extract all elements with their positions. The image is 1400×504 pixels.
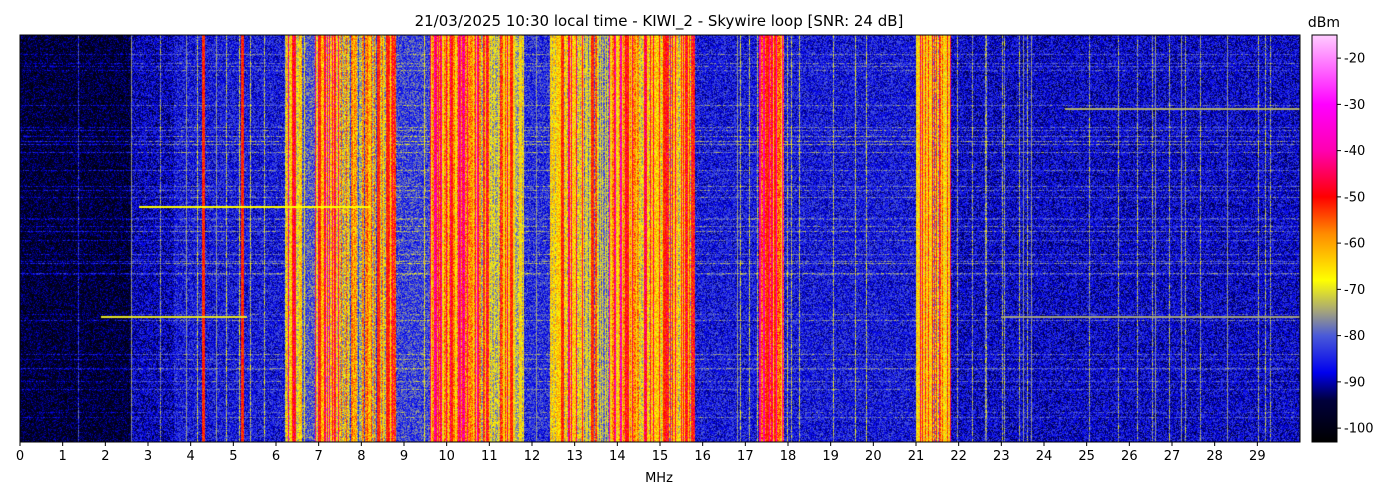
x-tick-label: 25 xyxy=(1078,449,1095,464)
heatmap-plot-area xyxy=(19,34,1301,443)
x-tick-label: 17 xyxy=(737,449,754,464)
colorbar-tick-label: -60 xyxy=(1344,237,1365,252)
x-tick-label: 26 xyxy=(1121,449,1138,464)
chart-title: 21/03/2025 10:30 local time - KIWI_2 - S… xyxy=(415,12,904,31)
x-tick-label: 24 xyxy=(1036,449,1053,464)
x-tick-label: 8 xyxy=(357,449,365,464)
colorbar-ticks: -20 -30 -40 -50 -60 -70 -80 -90 -100 xyxy=(1337,52,1374,437)
colorbar-tick-label: -80 xyxy=(1344,329,1365,344)
x-tick-label: 7 xyxy=(315,449,323,464)
x-tick-label: 19 xyxy=(822,449,839,464)
x-tick-label: 20 xyxy=(865,449,882,464)
x-tick-label: 29 xyxy=(1249,449,1266,464)
x-tick-label: 11 xyxy=(481,449,498,464)
x-tick-label: 10 xyxy=(438,449,455,464)
x-tick-label: 12 xyxy=(524,449,541,464)
x-tick-label: 5 xyxy=(229,449,237,464)
x-axis-label: MHz xyxy=(645,471,673,486)
x-tick-label: 6 xyxy=(272,449,280,464)
x-tick-label: 21 xyxy=(908,449,925,464)
x-axis: 0 1 2 3 4 5 6 7 8 9 10 11 12 13 14 15 16 17 18 19 20 21 22 23 24… xyxy=(16,442,1266,464)
x-tick-label: 0 xyxy=(16,449,24,464)
x-tick-label: 15 xyxy=(652,449,669,464)
x-tick-label: 13 xyxy=(566,449,583,464)
x-tick-label: 14 xyxy=(609,449,626,464)
colorbar-label: dBm xyxy=(1308,15,1340,31)
colorbar-tick-label: -90 xyxy=(1344,375,1365,390)
x-tick-label: 23 xyxy=(993,449,1010,464)
x-tick-label: 27 xyxy=(1164,449,1181,464)
colorbar-tick-label: -40 xyxy=(1344,144,1365,159)
x-tick-label: 1 xyxy=(59,449,67,464)
colorbar: dBm -20 -30 -40 -50 -60 -70 -80 -90 -100 xyxy=(1308,15,1374,443)
x-tick-label: 22 xyxy=(950,449,967,464)
x-tick-label: 28 xyxy=(1206,449,1223,464)
x-tick-label: 4 xyxy=(187,449,195,464)
colorbar-tick-label: -70 xyxy=(1344,283,1365,298)
x-tick-label: 9 xyxy=(400,449,408,464)
colorbar-tick-label: -50 xyxy=(1344,190,1365,205)
colorbar-tick-label: -20 xyxy=(1344,52,1365,67)
colorbar-tick-label: -30 xyxy=(1344,98,1365,113)
x-tick-label: 16 xyxy=(694,449,711,464)
colorbar-gradient xyxy=(1311,34,1338,443)
x-tick-label: 3 xyxy=(144,449,152,464)
colorbar-tick-label: -100 xyxy=(1344,422,1374,437)
spectrogram-heatmap xyxy=(20,35,1300,442)
x-tick-label: 18 xyxy=(780,449,797,464)
x-tick-label: 2 xyxy=(101,449,109,464)
